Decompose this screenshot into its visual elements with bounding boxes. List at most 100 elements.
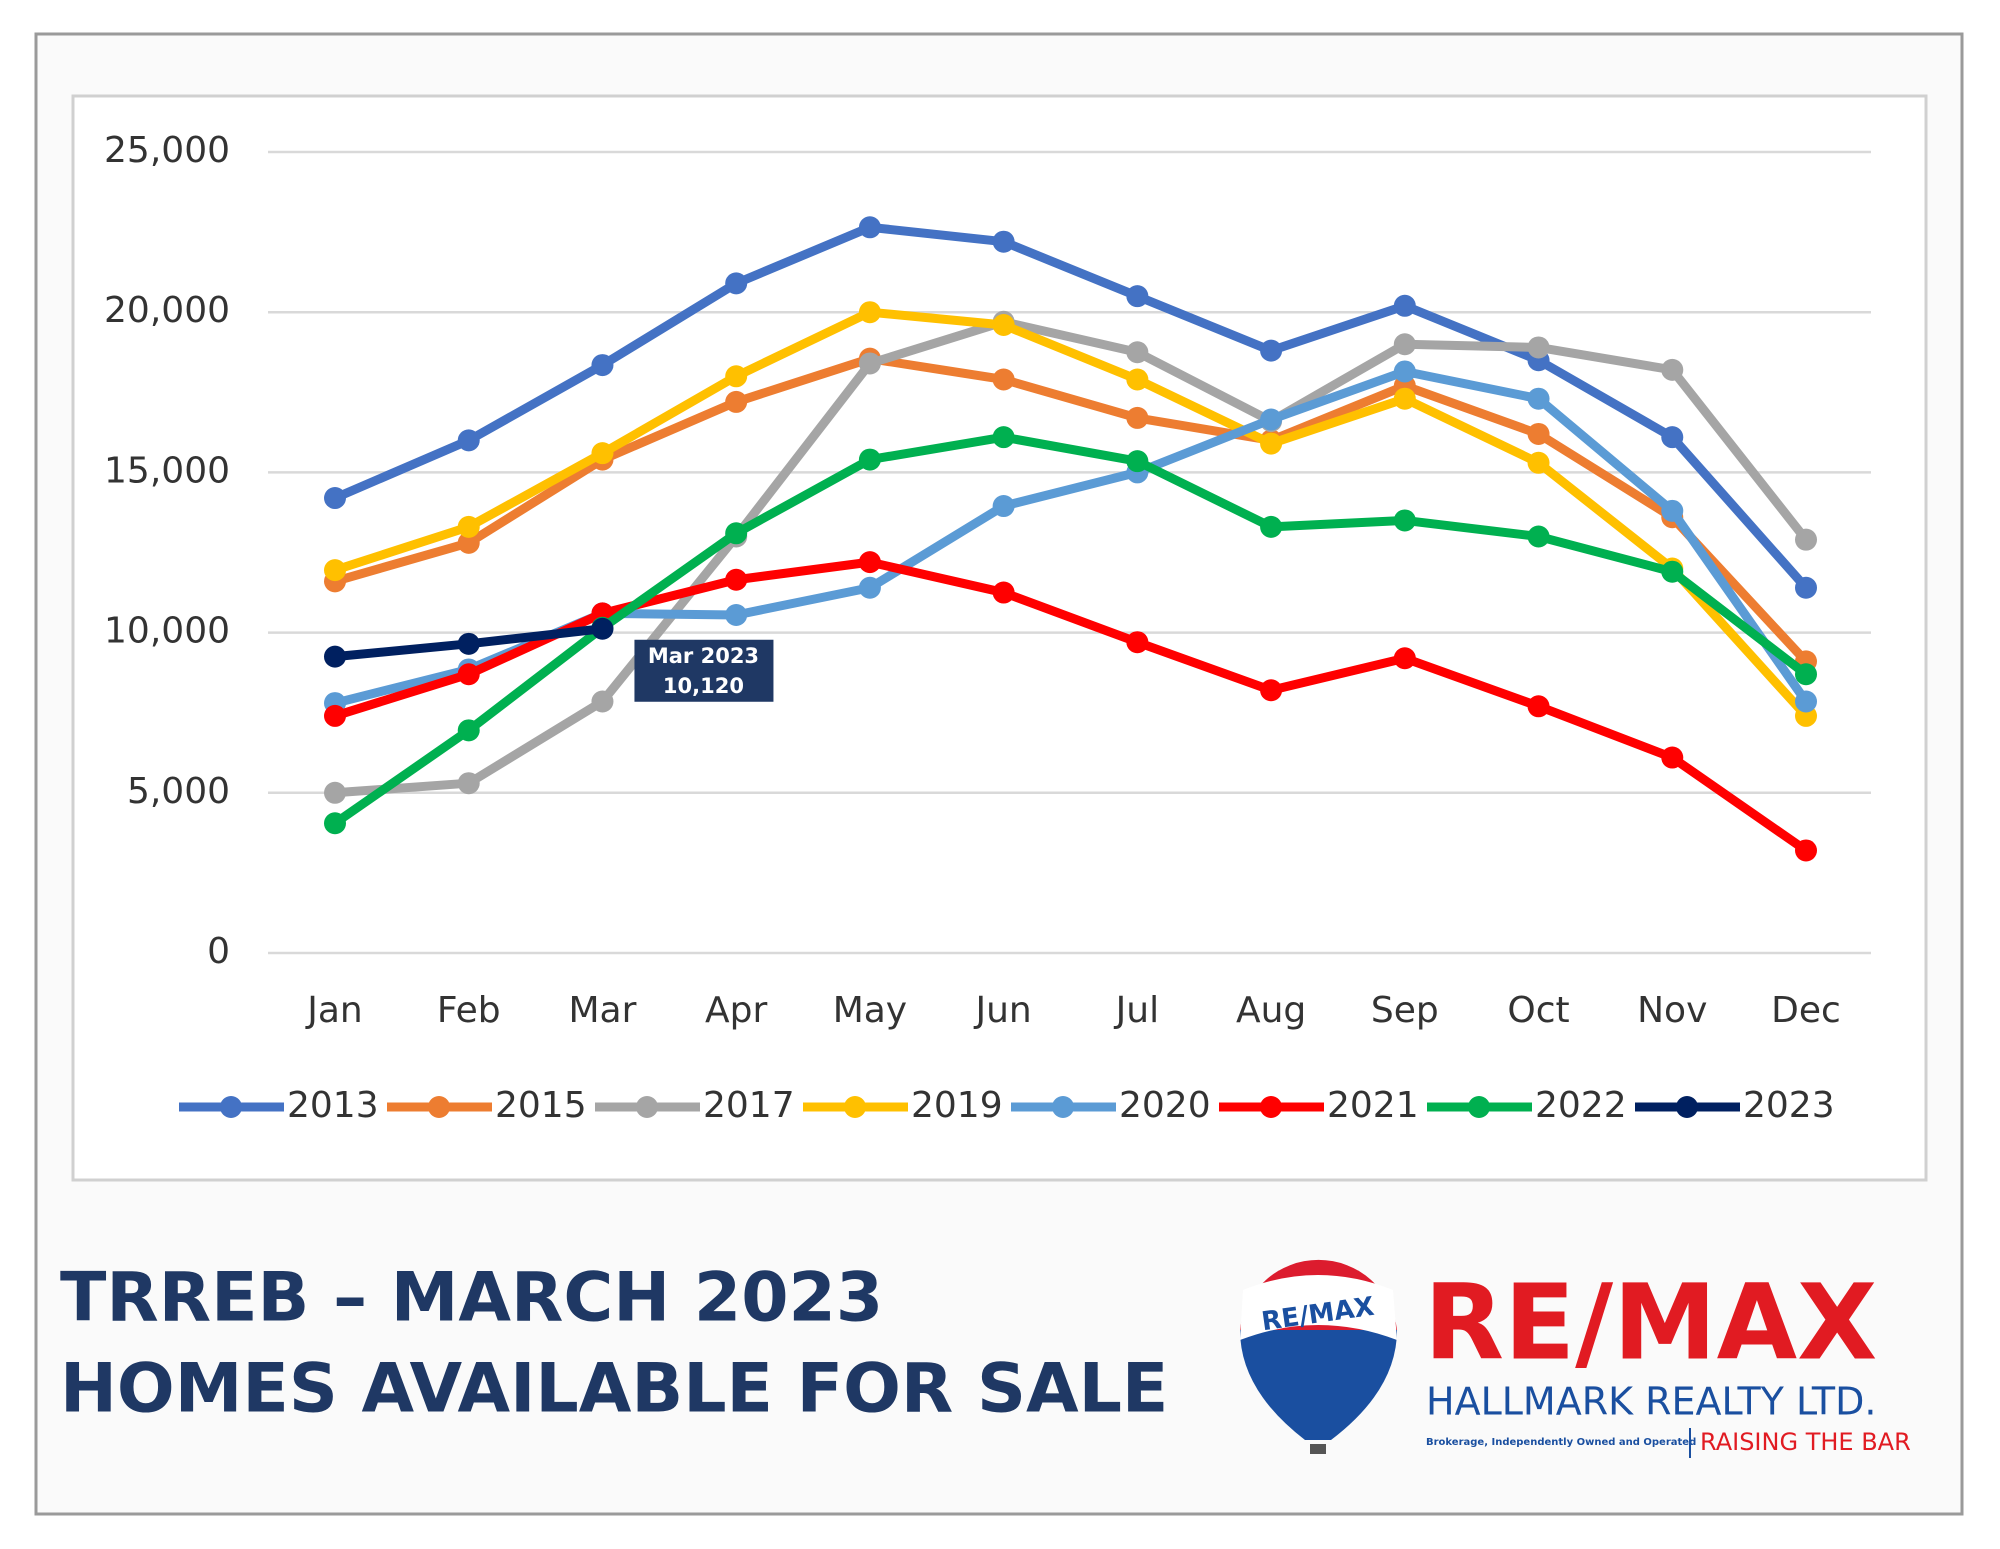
office-name: HALLMARK REALTY LTD. — [1426, 1380, 1876, 1424]
data-point — [725, 272, 748, 295]
y-tick-label: 20,000 — [104, 290, 230, 331]
legend-marker — [1052, 1096, 1074, 1118]
data-point — [1126, 368, 1149, 391]
data-point — [725, 522, 748, 545]
annotation-title: Mar 2023 — [648, 644, 759, 668]
data-point — [1527, 451, 1550, 474]
data-point — [1260, 408, 1283, 431]
data-point — [1661, 358, 1684, 381]
annotation-box — [634, 639, 774, 702]
x-tick-label: Aug — [1236, 990, 1306, 1031]
data-point — [1260, 432, 1283, 455]
data-label: 10,120 — [663, 674, 744, 698]
data-point — [1393, 509, 1416, 532]
x-tick-label: Apr — [705, 990, 767, 1031]
data-point — [1126, 450, 1149, 473]
brand-name: RE/MAX — [1424, 1261, 1877, 1383]
plot: 0 5,000 10,000 15,000 20,000 25,000 Jan Feb Mar A… — [104, 130, 1871, 1126]
data-point — [457, 663, 480, 686]
x-tick-label: Dec — [1771, 990, 1841, 1031]
y-tick-label: 25,000 — [104, 130, 230, 171]
series-line — [333, 307, 1810, 719]
series-line — [334, 317, 1810, 798]
footer-title: HOMES AVAILABLE FOR SALE — [60, 1350, 1168, 1429]
data-point — [1661, 560, 1684, 583]
data-point — [457, 772, 480, 795]
data-point — [858, 301, 881, 324]
data-point — [457, 429, 480, 452]
data-point — [992, 230, 1015, 253]
data-point — [1795, 576, 1817, 599]
data-point — [992, 426, 1015, 449]
data-point — [725, 603, 748, 626]
data-point — [1527, 336, 1550, 359]
data-point — [1527, 525, 1550, 548]
x-tick-label: Oct — [1507, 990, 1569, 1031]
balloon-bottom — [1240, 1330, 1397, 1440]
data-point — [1260, 339, 1283, 362]
data-point — [1527, 422, 1550, 445]
data-point — [992, 314, 1015, 337]
x-tick-label: Sep — [1371, 990, 1439, 1031]
data-point — [858, 216, 881, 239]
data-point — [324, 812, 346, 835]
data-point — [457, 515, 480, 538]
data-point — [1260, 679, 1283, 702]
data-point — [1795, 528, 1817, 551]
data-point — [858, 551, 881, 574]
data-point — [1126, 406, 1149, 429]
data-point — [725, 365, 748, 388]
legend-label: 2013 — [287, 1085, 379, 1126]
x-tick-label: Mar — [568, 990, 636, 1031]
legend-marker — [844, 1096, 866, 1118]
data-point — [457, 531, 480, 554]
data-point — [858, 352, 881, 375]
legend-marker — [220, 1096, 242, 1118]
data-point — [1527, 387, 1550, 410]
data-point — [1393, 647, 1416, 670]
brokerage-note: Brokerage, Independently Owned and Opera… — [1426, 1437, 1696, 1448]
chart-frame — [71, 94, 1928, 1182]
series-line — [333, 557, 1809, 855]
data-point — [858, 448, 881, 471]
logo: RE/MAX RE/MAX HALLMARK REALTY LTD. Broke… — [1240, 1259, 1911, 1458]
legend-marker — [1468, 1096, 1490, 1118]
data-point — [324, 645, 346, 668]
x-tick-label: Feb — [437, 990, 501, 1031]
legend-marker — [428, 1096, 450, 1118]
legend-marker — [1260, 1096, 1282, 1118]
x-tick-label: Nov — [1637, 990, 1707, 1031]
data-point — [1126, 631, 1149, 654]
data-point — [1661, 746, 1684, 769]
data-point — [992, 581, 1015, 604]
legend-label: 2015 — [495, 1085, 587, 1126]
data-point — [324, 781, 346, 804]
data-point — [591, 617, 614, 640]
data-point — [1661, 499, 1684, 522]
data-point — [1393, 294, 1416, 317]
y-tick-label: 15,000 — [104, 450, 230, 491]
balloon-band — [1240, 1275, 1397, 1340]
data-point — [324, 487, 346, 510]
data-point — [591, 354, 614, 377]
series-line — [333, 222, 1810, 591]
series-line — [332, 432, 1809, 827]
data-point — [725, 568, 748, 591]
data-point — [1527, 695, 1550, 718]
data-point — [457, 719, 480, 742]
data-point — [1795, 690, 1817, 713]
data-point — [324, 704, 346, 727]
data-point — [992, 368, 1015, 391]
data-point — [1795, 839, 1817, 862]
data-point — [1393, 387, 1416, 410]
series-line — [333, 354, 1810, 665]
data-point — [591, 690, 614, 713]
legend-label: 2020 — [1119, 1085, 1211, 1126]
x-tick-label: Jun — [974, 990, 1032, 1031]
data-point — [1795, 663, 1817, 686]
legend-marker — [636, 1096, 658, 1118]
data-point — [591, 442, 614, 465]
balloon-basket — [1310, 1444, 1326, 1454]
